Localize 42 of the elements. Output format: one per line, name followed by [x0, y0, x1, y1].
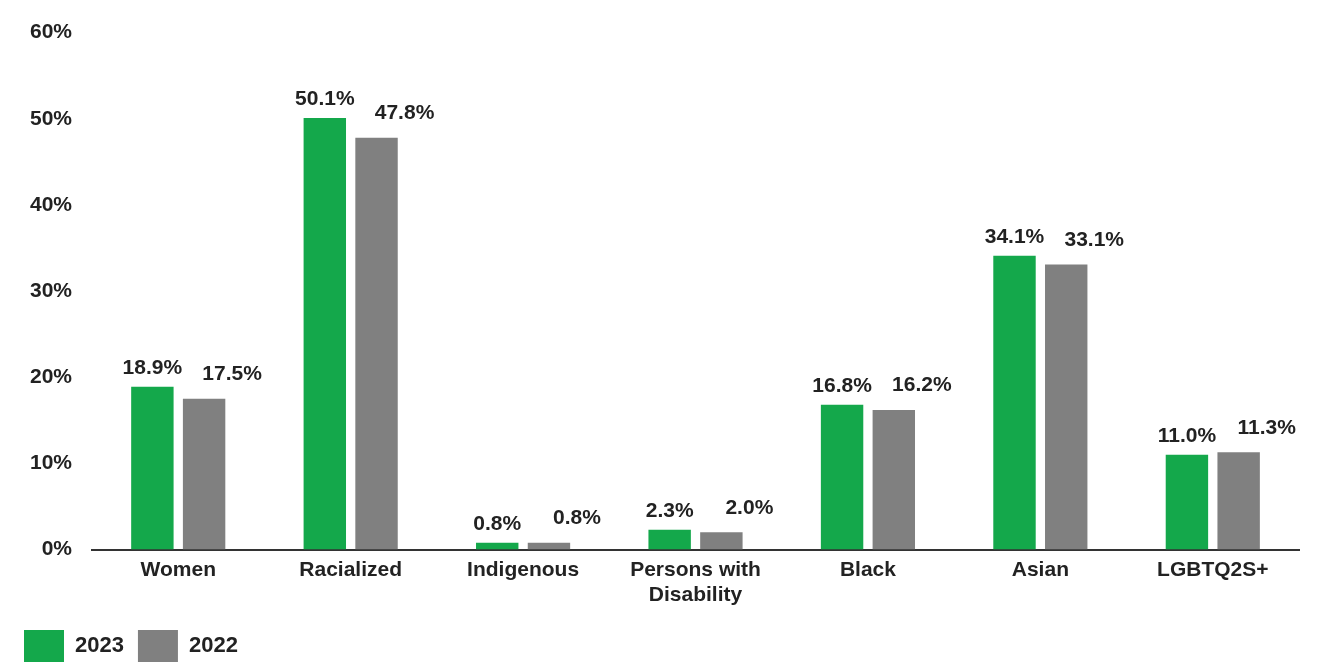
y-tick-label: 20% — [30, 364, 73, 388]
y-tick-label: 10% — [30, 450, 73, 474]
bar — [820, 404, 864, 550]
x-tick-label: Indigenous — [467, 557, 580, 580]
x-tick-label: Persons with Disability — [630, 557, 761, 606]
y-tick-label: 50% — [30, 105, 73, 129]
data-label: 33.1% — [1064, 226, 1125, 250]
bar — [648, 529, 691, 550]
data-label: 17.5% — [202, 361, 263, 385]
x-tick-label: Black — [839, 557, 897, 580]
x-tick-label: Asian — [1011, 557, 1069, 580]
data-label: 34.1% — [984, 224, 1045, 248]
bar — [872, 410, 916, 550]
data-label: 0.8% — [553, 505, 602, 528]
y-tick-label: 30% — [30, 277, 73, 301]
x-tick-label: Women — [140, 557, 216, 580]
data-label: 2.3% — [645, 498, 694, 522]
bar — [182, 398, 226, 550]
bar — [1045, 264, 1088, 550]
x-tick-label: Racialized — [299, 557, 403, 580]
data-label: 50.1% — [295, 86, 355, 110]
y-tick-label: 40% — [30, 191, 73, 215]
data-label: 47.8% — [374, 100, 435, 124]
bar — [993, 255, 1036, 550]
bar — [1165, 454, 1209, 550]
data-label: 18.9% — [122, 355, 183, 379]
data-label: 16.2% — [892, 372, 952, 396]
data-label: 11.0% — [1157, 423, 1217, 447]
legend-label: 2023 — [75, 632, 124, 658]
x-tick-label: LGBTQ2S+ — [1157, 557, 1269, 580]
bar — [131, 386, 174, 550]
bar — [1217, 452, 1260, 550]
data-label: 16.8% — [812, 373, 873, 397]
bar — [700, 532, 743, 550]
bar — [303, 117, 347, 550]
data-label: 2.0% — [725, 494, 774, 518]
legend-label: 2022 — [188, 632, 238, 658]
data-label: 11.3% — [1237, 414, 1297, 438]
y-tick-label: 0% — [41, 536, 73, 560]
data-label: 0.8% — [473, 511, 522, 534]
bar — [355, 137, 398, 550]
y-tick-label: 60% — [30, 19, 73, 43]
